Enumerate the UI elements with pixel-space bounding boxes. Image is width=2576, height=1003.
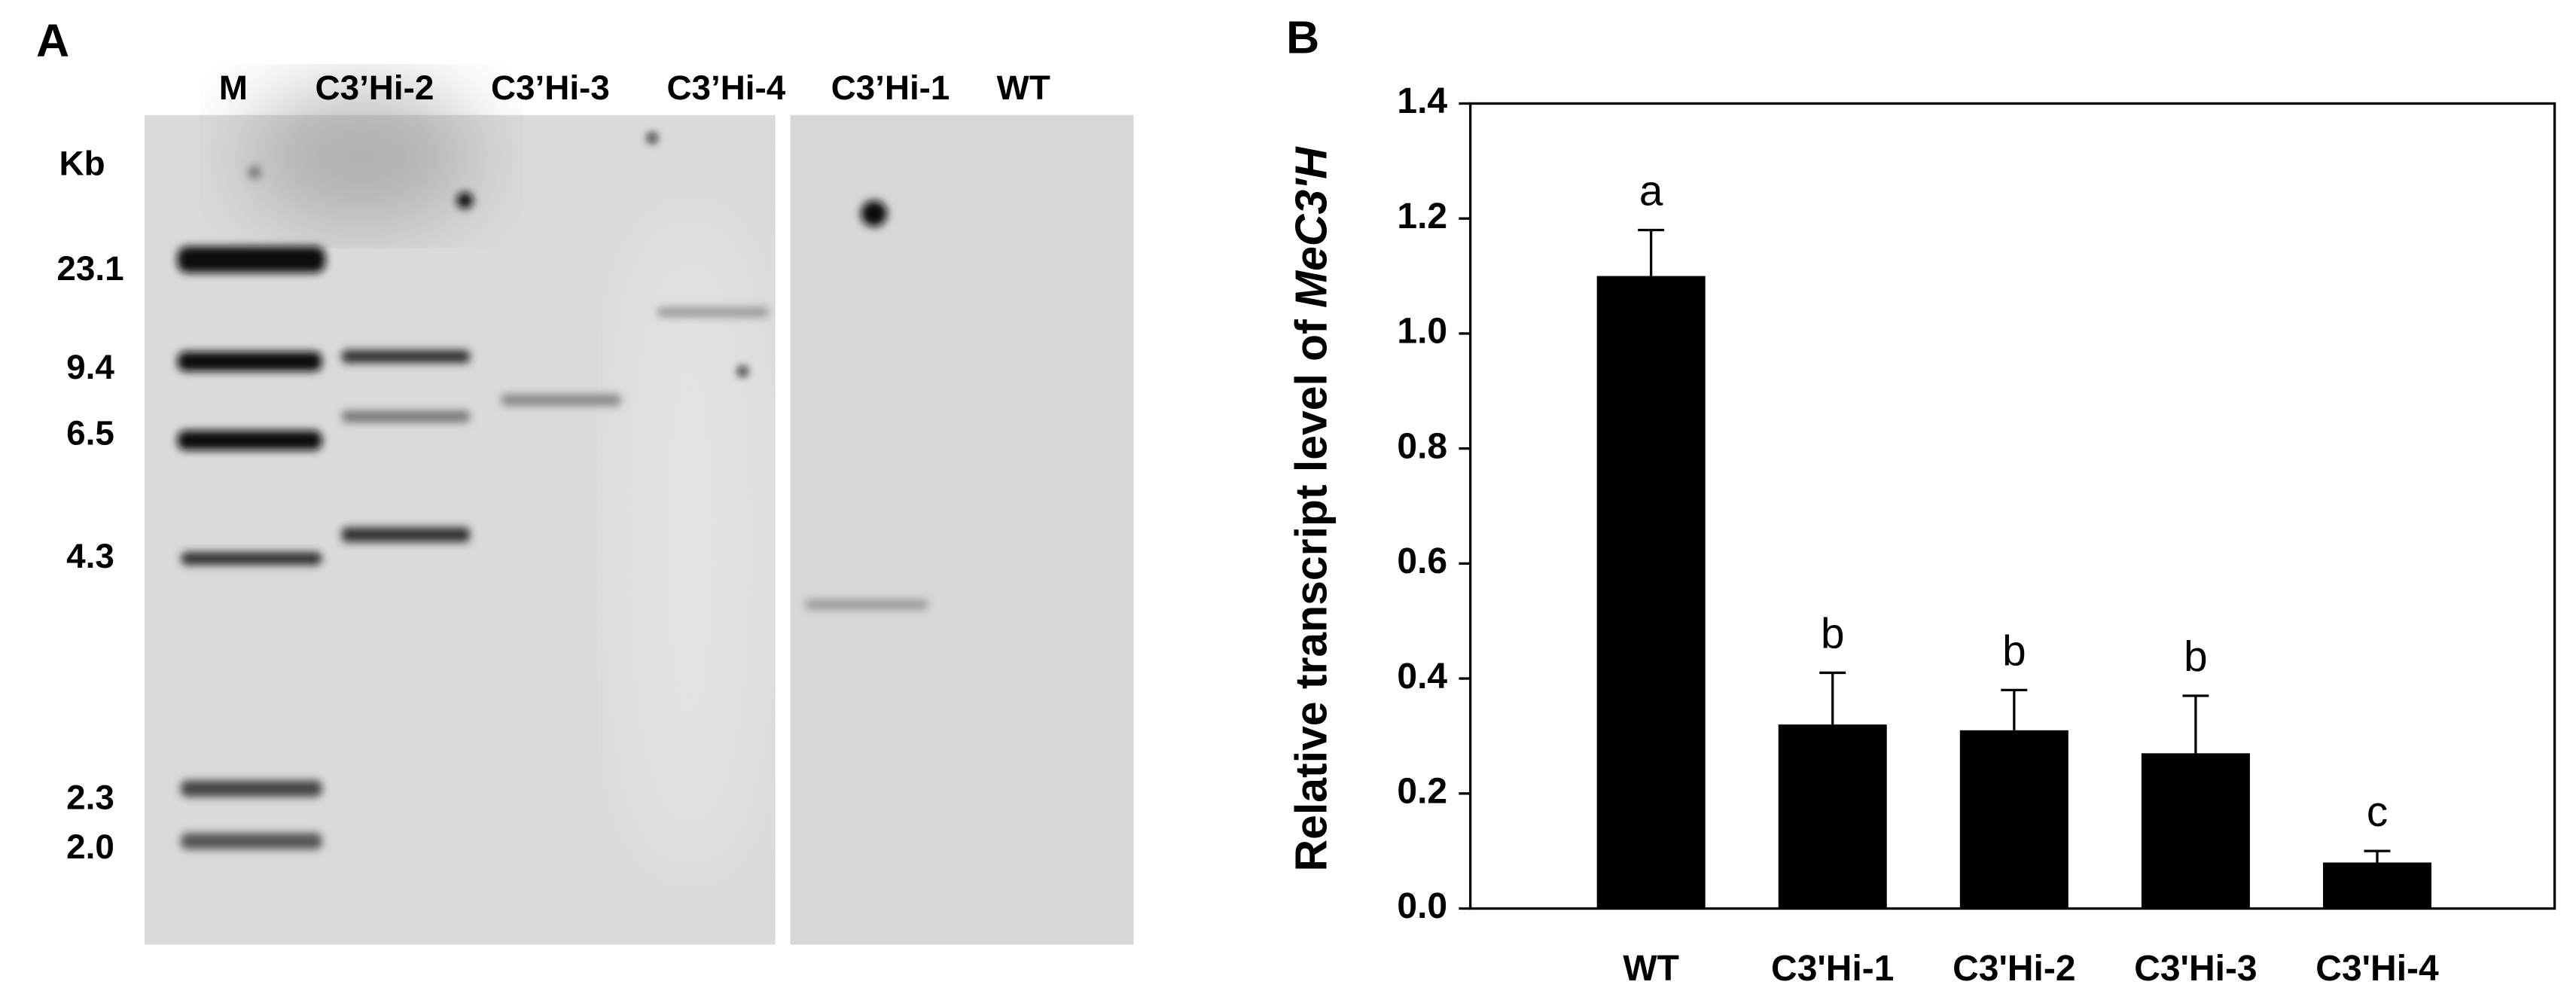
blot: [144, 90, 1134, 945]
significance-letter: b: [1821, 610, 1845, 657]
lane-label: WT: [997, 69, 1050, 107]
significance-letter: b: [2002, 627, 2026, 675]
bar: [1959, 730, 2068, 909]
size-label: 2.0: [66, 828, 114, 866]
bar: [1778, 724, 1887, 909]
significance-letter: c: [2367, 788, 2388, 836]
y-axis-label-text: Relative transcript level of: [1287, 319, 1336, 872]
y-tick-label: 0.4: [1397, 657, 1447, 697]
x-tick-label: C3'Hi-2: [1953, 949, 2075, 989]
y-tick-label: 1.2: [1397, 197, 1447, 236]
unit-label: Kb: [59, 144, 105, 182]
x-tick-label: WT: [1623, 949, 1679, 989]
size-label: 23.1: [56, 249, 123, 288]
y-tick-label: 0.8: [1397, 426, 1447, 466]
bar: [1596, 276, 1706, 909]
y-tick-label: 0.6: [1397, 541, 1447, 581]
panel-label: A: [36, 15, 69, 66]
size-label: 9.4: [66, 348, 114, 386]
bar: [2323, 862, 2432, 909]
bar: [2141, 753, 2250, 909]
y-tick-label: 0.0: [1397, 886, 1447, 926]
lane-label: M: [219, 69, 248, 107]
panel-label: B: [1286, 12, 1319, 63]
x-tick-label: C3'Hi-1: [1771, 949, 1894, 989]
size-label: 2.3: [66, 779, 114, 817]
size-label: 6.5: [66, 413, 114, 452]
y-axis-label-gene: MeC3'H: [1287, 146, 1336, 308]
y-tick-label: 1.0: [1397, 312, 1447, 352]
y-axis-label: Relative transcript level of MeC3'H: [1287, 146, 1336, 872]
significance-letter: a: [1639, 167, 1663, 215]
y-tick-label: 0.2: [1397, 771, 1447, 811]
lane-label: C3’Hi-1: [831, 69, 950, 107]
lane-label: C3’Hi-4: [666, 69, 785, 107]
x-tick-label: C3'Hi-4: [2315, 949, 2439, 989]
size-label: 4.3: [66, 537, 114, 575]
y-tick-label: 1.4: [1397, 81, 1447, 121]
lane-label: C3’Hi-2: [316, 69, 434, 107]
x-tick-label: C3'Hi-3: [2134, 949, 2257, 989]
significance-letter: b: [2184, 633, 2208, 681]
lane-label: C3’Hi-3: [491, 69, 610, 107]
